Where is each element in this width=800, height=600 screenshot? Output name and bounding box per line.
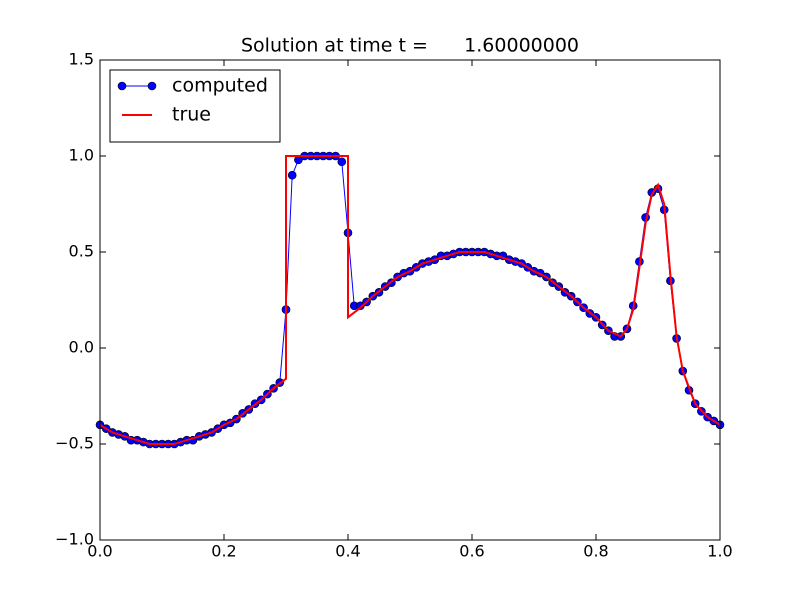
series-line — [100, 155, 720, 445]
x-tick-label: 0.2 — [211, 542, 236, 561]
data-point — [337, 157, 347, 167]
x-tick-label: 0.4 — [335, 542, 360, 561]
y-tick-label: 1.0 — [69, 146, 94, 165]
y-tick-label: −0.5 — [55, 434, 94, 453]
x-tick-label: 1.0 — [707, 542, 732, 561]
chart-title: Solution at time t = 1.60000000 — [241, 35, 579, 57]
legend-label: true — [172, 104, 211, 126]
x-tick-label: 0.6 — [459, 542, 484, 561]
legend-label: computed — [172, 75, 268, 97]
data-point — [287, 170, 297, 180]
y-tick-label: 0.0 — [69, 338, 94, 357]
legend-marker — [117, 81, 127, 91]
x-tick-label: 0.8 — [583, 542, 608, 561]
plot-frame — [99, 59, 721, 541]
legend-box — [109, 69, 281, 143]
legend-marker — [147, 81, 157, 91]
y-tick-label: 1.5 — [69, 50, 94, 69]
y-tick-label: −1.0 — [55, 530, 94, 549]
x-tick-label: 0.0 — [87, 542, 112, 561]
data-point — [356, 301, 365, 311]
y-tick-label: 0.5 — [69, 242, 94, 261]
